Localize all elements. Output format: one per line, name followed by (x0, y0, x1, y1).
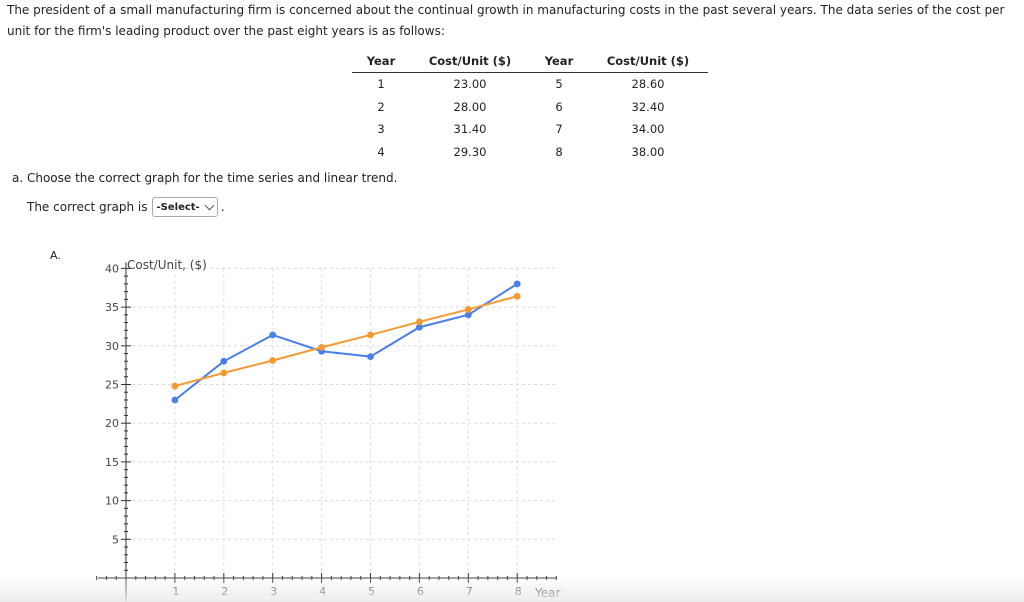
graph-select-dropdown[interactable]: -Select- (151, 197, 218, 217)
table-row: 3 31.40 7 34.00 (352, 118, 708, 141)
y-tick-label: 35 (105, 301, 119, 314)
table-cell: 29.30 (453, 144, 487, 159)
data-point (318, 343, 325, 351)
table-cell: 28.60 (631, 77, 665, 92)
question-text: a. Choose the correct graph for the time… (12, 171, 398, 185)
header-year-2: Year (530, 50, 588, 73)
x-axis-label: Year (534, 586, 560, 600)
table-cell: 34.00 (631, 122, 665, 137)
data-point (171, 382, 179, 390)
problem-intro: The president of a small manufacturing f… (7, 3, 1005, 38)
data-point (464, 311, 472, 319)
y-axis-label: Cost/Unit, ($) (127, 258, 207, 272)
option-a-label: A. (50, 249, 61, 262)
data-point (367, 353, 374, 361)
series-line-1 (174, 295, 518, 388)
table-cell: 4 (377, 144, 385, 159)
table-cell: 28.00 (453, 99, 487, 114)
table-cell: 38.00 (631, 144, 665, 159)
data-point (464, 306, 472, 313)
x-tick-label: 3 (270, 585, 277, 598)
y-tick-label: 15 (105, 456, 119, 469)
answer-suffix: . (220, 200, 225, 214)
y-tick-label: 20 (105, 417, 119, 430)
table-cell: 32.40 (631, 99, 665, 114)
y-tick-label: 30 (105, 340, 119, 353)
data-point (220, 369, 228, 377)
data-point (269, 357, 277, 364)
x-tick-label: 5 (368, 585, 375, 598)
select-value: -Select- (156, 201, 200, 213)
x-tick-label: 2 (221, 585, 228, 598)
table-row: 4 29.30 8 38.00 (352, 141, 708, 164)
table-cell: 6 (555, 99, 563, 114)
table-cell: 31.40 (453, 122, 487, 137)
answer-line: The correct graph is -Select- . (27, 197, 225, 217)
data-point (269, 331, 277, 339)
table-cell: 2 (377, 99, 385, 114)
data-point (513, 292, 521, 300)
y-tick-label: 5 (112, 533, 119, 546)
header-cost-1: Cost/Unit ($) (410, 50, 530, 73)
table-cell: 7 (555, 122, 563, 137)
table-row: 1 23.00 5 28.60 (352, 73, 708, 96)
y-tick-label: 10 (105, 495, 119, 508)
table-cell: 1 (377, 77, 385, 92)
y-tick-label: 40 (105, 262, 119, 275)
data-point (416, 323, 423, 331)
x-tick-label: 6 (417, 585, 424, 598)
table-cell: 8 (555, 144, 563, 159)
table-cell: 3 (377, 122, 385, 137)
data-point (513, 280, 521, 288)
series-line-0 (174, 283, 518, 401)
x-tick-label: 7 (466, 585, 473, 598)
header-year-1: Year (352, 50, 410, 73)
x-tick-label: 1 (172, 585, 179, 598)
data-point (367, 331, 374, 339)
data-point (220, 357, 228, 365)
x-tick-label: 8 (515, 585, 522, 598)
x-tick-label: 4 (319, 585, 326, 598)
table-cell: 5 (555, 77, 563, 92)
table-cell: 23.00 (453, 77, 487, 92)
cost-data-table: Year Cost/Unit ($) Year Cost/Unit ($) 1 … (352, 50, 708, 163)
table-header-row: Year Cost/Unit ($) Year Cost/Unit ($) (352, 50, 708, 73)
answer-prefix: The correct graph is (27, 200, 148, 214)
data-point (171, 396, 179, 404)
header-cost-2: Cost/Unit ($) (588, 50, 708, 73)
data-point (416, 318, 423, 326)
table-row: 2 28.00 6 32.40 (352, 96, 708, 119)
y-tick-label: 25 (105, 379, 119, 392)
